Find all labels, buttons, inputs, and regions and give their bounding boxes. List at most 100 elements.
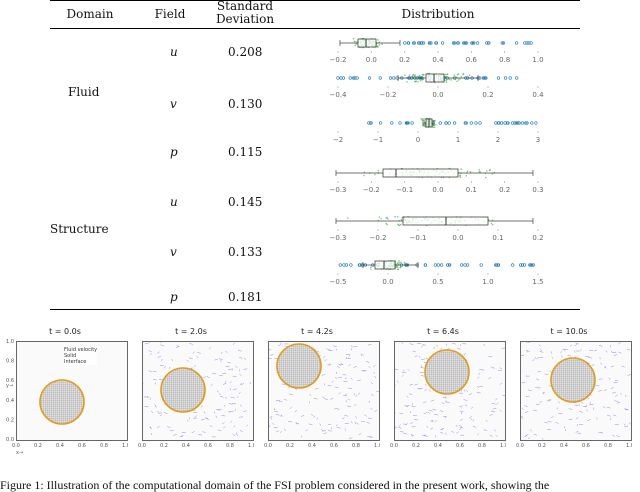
velocity-arrow [306,430,308,432]
velocity-arrow [228,411,230,413]
velocity-arrow [398,427,401,428]
tick-label: 0.1 [466,186,477,194]
strip-point [417,81,419,83]
tick-label: 0.6 [466,56,478,64]
x-tick-label: 0.8 [478,443,486,449]
velocity-arrow [325,359,327,361]
outlier-point [495,122,498,125]
strip-point [434,126,436,128]
velocity-arrow [193,352,194,354]
velocity-arrow [412,427,416,428]
velocity-arrow [533,410,537,411]
strip-point [415,78,417,80]
velocity-arrow [376,392,379,393]
velocity-arrow [542,438,543,440]
velocity-arrow [333,346,337,347]
velocity-arrow [491,367,493,369]
velocity-arrow [579,412,583,413]
velocity-arrow [564,426,565,428]
velocity-arrow [201,419,205,420]
tick-label: 0.2 [399,56,410,64]
velocity-arrow [158,356,161,357]
velocity-arrow [460,419,462,421]
velocity-arrow [324,433,327,434]
tick-label: 1.5 [532,278,543,286]
velocity-arrow [614,401,618,402]
velocity-arrow [337,366,339,368]
velocity-arrow [182,432,186,433]
y-tick-label: 0.6 [6,378,14,384]
velocity-arrow [337,427,341,428]
velocity-arrow [345,394,347,396]
velocity-arrow [349,437,351,439]
velocity-arrow [151,433,152,435]
velocity-arrow [160,342,162,343]
tick-label: −0.2 [370,234,387,242]
strip-point [453,74,455,76]
tick-label: 0.0 [452,234,463,242]
velocity-arrow [227,362,231,363]
velocity-arrow [442,403,445,405]
velocity-arrow [194,365,196,367]
box-iqr [403,217,488,225]
x-tick-label: 1.0 [626,443,632,449]
tick-label: −0.3 [330,186,347,194]
velocity-arrow [352,421,353,423]
velocity-arrow [562,356,563,358]
velocity-arrow [335,377,336,379]
velocity-arrow [359,434,362,436]
velocity-arrow [209,347,211,349]
velocity-arrow [193,412,197,413]
velocity-arrow [164,413,168,414]
outlier-point [437,264,440,267]
strip-point [459,175,461,177]
velocity-arrow [373,365,375,367]
velocity-arrow [371,394,374,396]
velocity-arrow [270,416,273,418]
panel-svg [269,342,379,440]
velocity-arrow [545,374,549,375]
velocity-arrow [440,411,443,412]
velocity-arrow [425,384,426,386]
strip-point [374,174,376,176]
panel-1: t = 2.0s0.00.20.40.60.81.0 [128,327,254,467]
header-distribution: Distribution [328,8,548,21]
strip-point [446,80,448,82]
velocity-arrow [395,369,398,370]
velocity-arrow [545,422,548,423]
tick-label: 0 [416,136,420,144]
x-tick-label: 0.2 [286,443,294,449]
group-label-fluid: Fluid [68,85,99,99]
velocity-arrow [477,386,479,388]
outlier-point [464,264,467,267]
velocity-arrow [239,392,241,394]
velocity-arrow [150,353,152,355]
velocity-arrow [285,429,286,431]
velocity-arrow [415,356,418,357]
box-iqr [375,261,395,269]
velocity-arrow [599,346,603,347]
velocity-arrow [610,418,611,420]
tick-label: 0.2 [532,234,543,242]
x-tick-label: 0.8 [226,443,234,449]
velocity-arrow [310,394,312,396]
panel-title: t = 6.4s [380,327,506,336]
velocity-arrow [626,395,627,397]
velocity-arrow [159,379,163,380]
strip-point [422,122,424,124]
outlier-point [391,122,394,125]
velocity-arrow [464,353,466,355]
strip-point [492,224,494,226]
velocity-arrow [351,438,353,440]
strip-point [419,75,421,77]
panel-plot [520,341,632,441]
velocity-arrow [349,364,351,366]
strip-point [449,79,451,81]
velocity-arrow [535,357,536,359]
velocity-arrow [301,415,304,416]
velocity-arrow [371,382,373,384]
